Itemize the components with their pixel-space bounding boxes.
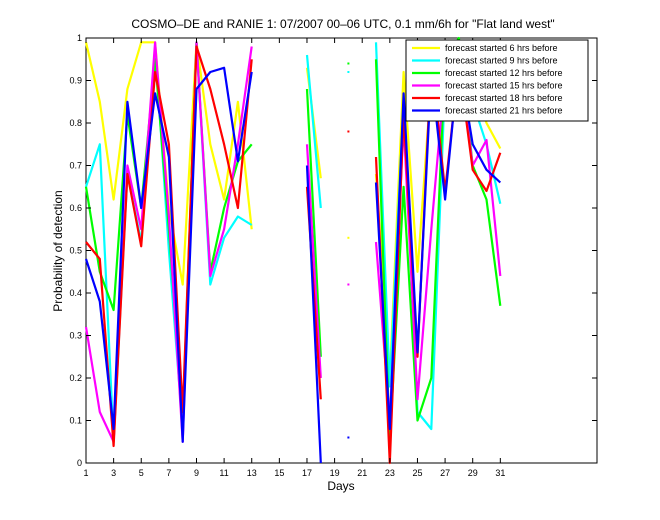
x-tick-label: 31 [495,468,505,478]
chart-title: COSMO–DE and RANIE 1: 07/2007 00–06 UTC,… [131,17,554,31]
y-tick-label: 0.4 [69,288,82,298]
legend: forecast started 6 hrs before forecast st… [405,39,589,122]
series-point-5 [347,130,350,133]
x-tick-label: 17 [302,468,312,478]
legend-entry-6: forecast started 21 hrs before [445,106,563,116]
legend-entry-1: forecast started 6 hrs before [445,43,558,53]
x-tick-label: 5 [139,468,144,478]
series-point-2 [347,71,350,73]
x-tick-label: 9 [194,468,199,478]
x-tick-label: 29 [468,468,478,478]
y-tick-label: 0.9 [69,76,82,86]
legend-entry-2: forecast started 9 hrs before [445,56,558,66]
series-point-3 [347,62,350,65]
series-point-1 [347,236,350,239]
series-line-6 [84,58,502,464]
x-axis-label: Days [327,479,354,493]
y-tick-label: 1 [77,33,82,43]
x-tick-label: 23 [385,468,395,478]
y-tick-label: 0.6 [69,203,82,213]
x-tick-label: 13 [247,468,257,478]
y-tick-label: 0.3 [69,331,82,341]
legend-box [405,39,589,122]
x-tick-label: 15 [274,468,284,478]
axis-ticks: 1 3 5 7 9 11 13 15 17 19 21 23 25 27 29 3100.10.20.30.4… [69,33,597,478]
y-tick-label: 0.7 [69,161,82,171]
x-tick-label: 25 [412,468,422,478]
y-tick-label: 0.2 [69,373,82,383]
x-tick-label: 3 [111,468,116,478]
x-tick-label: 1 [83,468,88,478]
legend-entry-3: forecast started 12 hrs before [445,68,563,78]
legend-entry-4: forecast started 15 hrs before [445,81,563,91]
y-tick-label: 0 [77,458,82,468]
x-tick-label: 27 [440,468,450,478]
x-tick-label: 11 [219,468,228,478]
y-tick-label: 0.8 [69,118,82,128]
x-tick-label: 19 [330,468,340,478]
x-tick-label: 7 [166,468,171,478]
y-axis-label: Probability of detection [51,190,65,311]
legend-entry-5: forecast started 18 hrs before [445,93,563,103]
series-point-4 [347,283,350,286]
x-tick-label: 21 [357,468,367,478]
series-point-6 [347,436,350,439]
y-tick-label: 0.5 [69,246,82,256]
y-tick-label: 0.1 [69,416,82,426]
